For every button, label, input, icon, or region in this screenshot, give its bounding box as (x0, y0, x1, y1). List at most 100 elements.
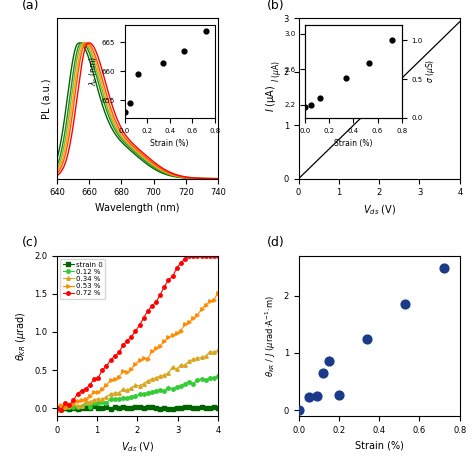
0.72 % (91, 376, 97, 382)
0.72 % (75, 391, 81, 396)
0.34 % (141, 381, 146, 386)
Text: (c): (c) (21, 236, 38, 249)
0.53 % (100, 386, 105, 392)
0.12 % (104, 400, 109, 405)
strain 0 (58, 406, 64, 411)
0.12 % (191, 381, 196, 387)
strain 0 (157, 406, 163, 412)
0.53 % (112, 377, 118, 382)
Point (319, 369, 327, 377)
0.34 % (71, 401, 76, 406)
0.12 % (182, 381, 188, 387)
0.72 % (182, 256, 188, 261)
strain 0 (186, 405, 192, 410)
strain 0 (211, 405, 217, 410)
0.53 % (83, 396, 89, 401)
0.12 % (153, 388, 159, 394)
0.72 % (108, 357, 113, 363)
0.12 % (112, 396, 118, 402)
0.72 % (62, 401, 68, 406)
strain 0 (203, 405, 209, 411)
0.53 % (128, 366, 134, 372)
Point (335, 391, 343, 398)
0.34 % (100, 396, 105, 401)
0.72 % (104, 364, 109, 369)
0.34 % (66, 403, 72, 409)
0.34 % (137, 383, 142, 388)
0.12 % (137, 391, 142, 397)
strain 0 (100, 405, 105, 410)
Text: (a): (a) (21, 0, 39, 12)
0.34 % (191, 357, 196, 362)
0.72 % (207, 253, 213, 258)
0.34 % (199, 355, 204, 360)
0.72 % (186, 253, 192, 258)
strain 0 (182, 405, 188, 410)
Line: 0.53 %: 0.53 % (55, 291, 220, 408)
0.72 % (124, 338, 130, 344)
strain 0 (145, 405, 151, 410)
strain 0 (87, 406, 93, 411)
0.34 % (104, 394, 109, 400)
0.34 % (87, 399, 93, 404)
Point (305, 394, 312, 401)
0.72 % (178, 260, 184, 266)
strain 0 (194, 405, 200, 410)
Legend: strain 0, 0.12 %, 0.34 %, 0.53 %, 0.72 %: strain 0, 0.12 %, 0.34 %, 0.53 %, 0.72 % (60, 259, 105, 299)
Point (295, 407, 302, 414)
0.12 % (58, 405, 64, 411)
0.53 % (141, 355, 146, 361)
0.53 % (153, 345, 159, 351)
0.53 % (66, 402, 72, 407)
0.12 % (91, 401, 97, 406)
0.34 % (194, 355, 200, 361)
Line: 0.72 %: 0.72 % (55, 254, 220, 412)
0.53 % (71, 401, 76, 407)
0.34 % (54, 407, 60, 413)
strain 0 (141, 405, 146, 410)
0.72 % (149, 304, 155, 309)
strain 0 (207, 405, 213, 410)
strain 0 (174, 405, 180, 411)
Text: (d): (d) (266, 236, 284, 249)
0.12 % (54, 406, 60, 412)
Point (313, 393, 320, 400)
0.34 % (153, 375, 159, 380)
0.53 % (62, 403, 68, 409)
strain 0 (124, 406, 130, 411)
0.72 % (128, 334, 134, 340)
0.53 % (79, 397, 84, 402)
0.53 % (75, 398, 81, 403)
0.53 % (170, 333, 175, 338)
0.12 % (165, 385, 171, 390)
0.34 % (83, 399, 89, 405)
strain 0 (178, 405, 184, 411)
0.34 % (120, 387, 126, 392)
0.12 % (116, 396, 122, 402)
strain 0 (91, 404, 97, 409)
strain 0 (95, 406, 101, 411)
strain 0 (108, 406, 113, 411)
0.53 % (104, 382, 109, 388)
strain 0 (133, 404, 138, 410)
Y-axis label: $\theta_{KR}$ / $J$ ($\mu$rad·A$^{-1}$·m): $\theta_{KR}$ / $J$ ($\mu$rad·A$^{-1}$·m… (264, 295, 278, 377)
0.12 % (124, 395, 130, 401)
0.53 % (207, 298, 213, 304)
0.34 % (215, 347, 221, 353)
X-axis label: $V_{ds}$ (V): $V_{ds}$ (V) (363, 203, 396, 217)
0.12 % (108, 396, 113, 402)
0.53 % (157, 343, 163, 348)
0.12 % (145, 390, 151, 396)
0.53 % (162, 339, 167, 344)
0.12 % (100, 399, 105, 404)
X-axis label: $V_{ds}$ (V): $V_{ds}$ (V) (121, 440, 154, 454)
strain 0 (137, 405, 142, 410)
0.72 % (174, 265, 180, 271)
0.12 % (87, 404, 93, 410)
strain 0 (153, 406, 159, 411)
0.72 % (211, 253, 217, 258)
Y-axis label: $\sigma$ ($\mu$S): $\sigma$ ($\mu$S) (424, 59, 437, 84)
0.34 % (207, 349, 213, 354)
0.53 % (186, 319, 192, 325)
0.53 % (145, 356, 151, 362)
